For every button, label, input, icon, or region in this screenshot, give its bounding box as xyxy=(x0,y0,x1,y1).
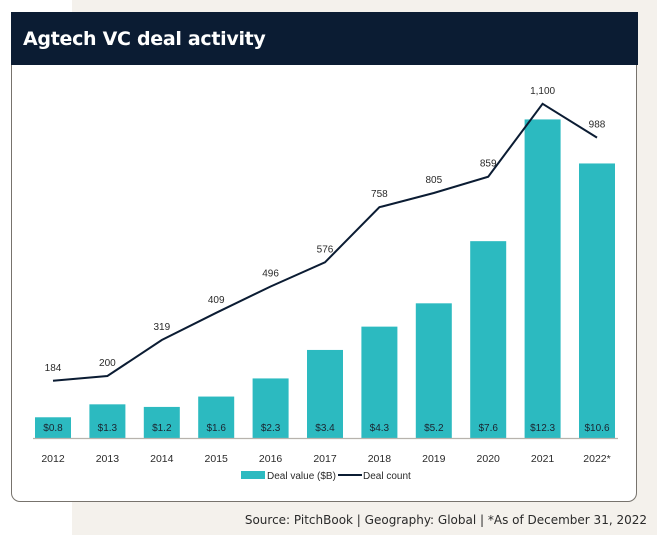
bar-2020 xyxy=(470,241,507,438)
bar-2013 xyxy=(89,404,126,438)
bar-value-label: $2.3 xyxy=(261,423,281,434)
bar-value-label: $7.6 xyxy=(478,423,498,434)
legend-label-deal-count: Deal count xyxy=(363,471,411,482)
bar-value-label: $10.6 xyxy=(584,423,609,434)
bar-value-label: $1.3 xyxy=(98,423,118,434)
deal-count-line xyxy=(52,102,598,382)
deal-count-label: 805 xyxy=(425,175,442,186)
bar-2019 xyxy=(415,303,452,438)
deal-count-label: 184 xyxy=(45,363,62,374)
deal-count-label: 200 xyxy=(99,358,116,369)
x-tick-label: 2020 xyxy=(477,453,501,465)
x-tick-label: 2016 xyxy=(259,453,283,465)
bar-value-label: $1.6 xyxy=(206,423,226,434)
chart-title: Agtech VC deal activity xyxy=(23,28,266,50)
deal-count-label: 576 xyxy=(317,244,334,255)
x-tick-label: 2012 xyxy=(41,453,65,465)
bars-group xyxy=(35,119,615,439)
bar-2014 xyxy=(143,406,180,438)
deal-count-label: 319 xyxy=(153,322,170,333)
x-tick-labels-group: 2012 2013 2014 2015 2016 2017 2018 2019 2020 2021… xyxy=(41,453,610,465)
legend: Deal value ($B) Deal count xyxy=(241,471,411,482)
bar-value-label: $12.3 xyxy=(530,423,555,434)
bar-2022 xyxy=(579,163,615,438)
bar-2012 xyxy=(35,417,71,438)
x-tick-label: 2014 xyxy=(150,453,174,465)
source-footnote: Source: PitchBook | Geography: Global | … xyxy=(244,513,647,527)
deal-count-label: 1,100 xyxy=(530,86,555,97)
deal-count-label: 758 xyxy=(371,189,388,200)
x-tick-label: 2018 xyxy=(368,453,392,465)
bar-value-label: $5.2 xyxy=(424,423,444,434)
x-tick-label: 2013 xyxy=(96,453,120,465)
deal-count-labels-group: 184 200 319 409 496 576 758 805 859 1,100 988 xyxy=(45,86,606,374)
legend-label-deal-value: Deal value ($B) xyxy=(267,471,336,482)
legend-swatch-deal-value xyxy=(241,471,265,479)
bar-value-label: $3.4 xyxy=(315,423,335,434)
bar-labels-group: $0.8 $1.3 $1.2 $1.6 $2.3 $3.4 $4.3 $5.2 $7.6 $12.… xyxy=(43,423,610,434)
deal-count-label: 496 xyxy=(262,268,279,279)
deal-count-label: 409 xyxy=(208,295,225,306)
x-tick-label: 2022* xyxy=(583,453,610,465)
bar-value-label: $4.3 xyxy=(370,423,390,434)
bar-2017 xyxy=(307,349,343,438)
bar-2018 xyxy=(361,326,398,438)
deal-count-label: 988 xyxy=(589,120,606,131)
bar-2015 xyxy=(198,396,235,438)
deal-count-label: 859 xyxy=(480,159,497,170)
x-tick-label: 2021 xyxy=(531,453,555,465)
x-tick-label: 2017 xyxy=(313,453,337,465)
chart-header xyxy=(11,12,638,65)
bar-value-label: $1.2 xyxy=(152,423,172,434)
x-tick-label: 2015 xyxy=(205,453,229,465)
bar-value-label: $0.8 xyxy=(43,423,63,434)
bar-2016 xyxy=(252,378,289,438)
bar-2021 xyxy=(524,119,561,439)
x-tick-label: 2019 xyxy=(422,453,446,465)
